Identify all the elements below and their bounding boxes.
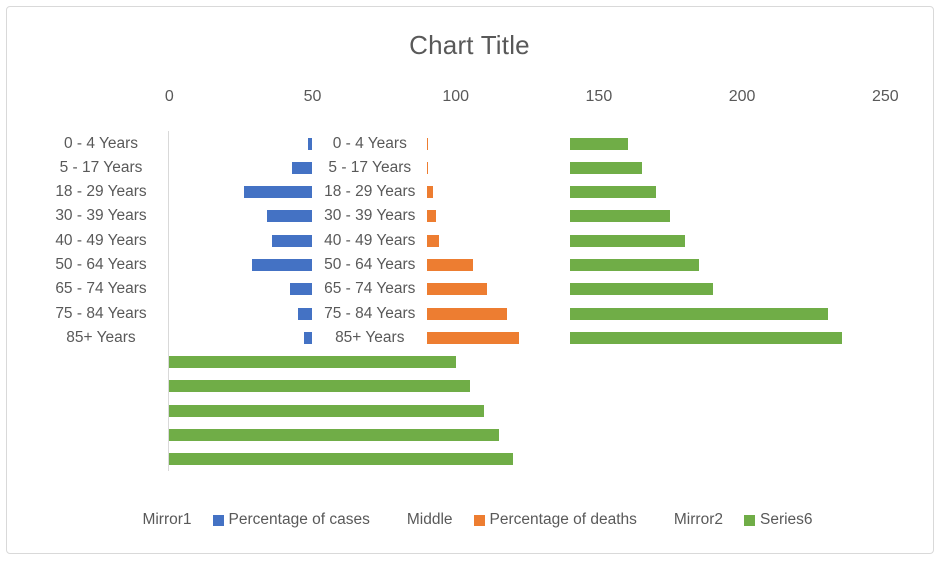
percentage-of-cases-bar (252, 258, 313, 271)
axis-tick-label: 200 (728, 88, 756, 105)
category-label: 75 - 84 Years (55, 304, 147, 322)
axis-tick-label: 150 (585, 88, 613, 105)
percentage-of-cases-bar (289, 283, 313, 296)
series6-bar (570, 210, 671, 223)
series6-bar (169, 453, 513, 466)
percentage-of-deaths-bar (427, 258, 473, 271)
legend-entry: Mirror1 (126, 511, 191, 529)
axis-tick-label: 250 (871, 88, 899, 105)
percentage-of-deaths-bar (427, 210, 436, 223)
middle-data-label: 50 - 64 Years (324, 255, 416, 273)
percentage-of-cases-bar (298, 307, 313, 320)
middle-data-label: 30 - 39 Years (324, 207, 416, 225)
legend-entry: Middle (391, 511, 453, 529)
series6-bar (570, 283, 714, 296)
series6-bar (169, 356, 456, 369)
middle-data-label: 18 - 29 Years (324, 183, 416, 201)
percentage-of-cases-bar (292, 161, 313, 174)
percentage-of-cases-bar (243, 186, 313, 199)
percentage-of-deaths-bar (427, 234, 439, 247)
series6-bar (169, 380, 471, 393)
legend-label: Series6 (759, 511, 813, 528)
percentage-of-deaths-bar (427, 186, 433, 199)
series6-bar (570, 186, 657, 199)
category-label: 50 - 64 Years (55, 255, 147, 273)
percentage-of-cases-bar (303, 331, 313, 344)
legend-swatch-percentage of deaths (473, 514, 485, 526)
percentage-of-deaths-bar (427, 137, 429, 150)
legend-swatch-middle (391, 515, 402, 526)
series6-bar (169, 428, 499, 441)
category-label: 0 - 4 Years (63, 134, 139, 152)
percentage-of-deaths-bar (427, 307, 508, 320)
legend-entry: Percentage of cases (212, 511, 370, 529)
percentage-of-deaths-bar (427, 331, 519, 344)
percentage-of-cases-bar (266, 210, 313, 223)
category-label: 18 - 29 Years (55, 183, 147, 201)
chart-title: Chart Title (409, 30, 530, 60)
middle-data-label: 0 - 4 Years (332, 134, 407, 152)
middle-data-label: 75 - 84 Years (324, 304, 416, 322)
legend-swatch-series6 (743, 514, 755, 526)
series6-bar (570, 258, 700, 271)
legend-label: Mirror2 (673, 511, 723, 528)
legend-swatch-percentage of cases (212, 514, 224, 526)
category-axis-line (168, 131, 170, 472)
series6-bar (570, 137, 628, 150)
category-label: 5 - 17 Years (59, 158, 143, 176)
series6-bar (570, 234, 685, 247)
axis-tick-label: 0 (164, 88, 174, 105)
series6-bar (570, 331, 843, 344)
legend-entry: Percentage of deaths (473, 511, 637, 529)
category-label: 30 - 39 Years (55, 207, 147, 225)
legend: Mirror1 Percentage of cases Middle Percenta… (0, 508, 939, 532)
legend-label: Middle (406, 511, 453, 528)
series6-bar (570, 161, 642, 174)
series6-bar (169, 404, 485, 417)
category-label: 65 - 74 Years (55, 280, 147, 298)
legend-label: Mirror1 (142, 511, 192, 528)
category-label: 85+ Years (66, 328, 136, 346)
middle-data-label: 65 - 74 Years (324, 280, 416, 298)
percentage-of-cases-bar (272, 234, 313, 247)
category-label: 40 - 49 Years (55, 231, 147, 249)
axis-tick-label: 50 (303, 88, 322, 105)
middle-data-label: 5 - 17 Years (328, 158, 412, 176)
legend-entry: Mirror2 (658, 511, 723, 529)
axis-tick-label: 100 (442, 88, 470, 105)
percentage-of-deaths-bar (427, 161, 429, 174)
legend-entry: Series6 (743, 511, 813, 529)
legend-label: Percentage of cases (228, 511, 370, 528)
middle-data-label: 85+ Years (335, 328, 405, 346)
middle-data-label: 40 - 49 Years (324, 231, 416, 249)
percentage-of-deaths-bar (427, 283, 488, 296)
legend-swatch-mirror1 (126, 515, 137, 526)
legend-label: Percentage of deaths (489, 511, 637, 528)
series6-bar (570, 307, 828, 320)
percentage-of-cases-bar (308, 137, 313, 150)
legend-swatch-mirror2 (658, 515, 669, 526)
